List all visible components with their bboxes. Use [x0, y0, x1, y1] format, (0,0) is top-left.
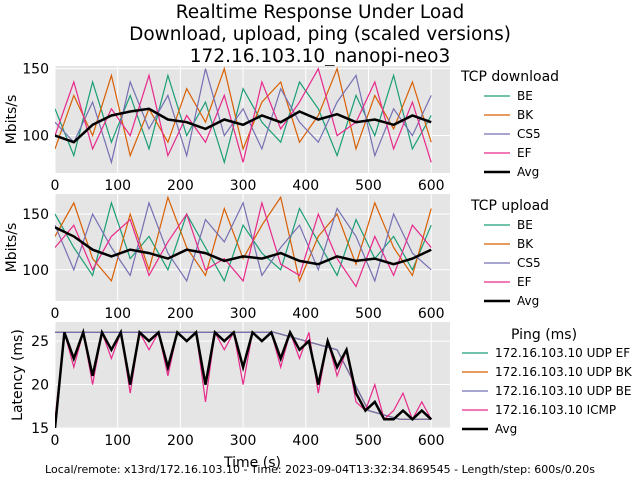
panel-2-legend-title: TCP upload	[470, 198, 549, 214]
panel-3-series-3-line	[55, 330, 432, 421]
panel-3-ytick-label-1: 20	[31, 378, 49, 394]
panel-1-ylabel: Mbits/s	[4, 95, 20, 145]
panel-2-series-1-line	[55, 195, 432, 283]
panel-2-series-4-line	[55, 226, 432, 266]
panel-1-series-0-line	[55, 73, 432, 165]
panel-2-legend-label-2: CS5	[517, 256, 541, 270]
panel-1-xtick-label-4: 400	[292, 178, 319, 194]
panel-3-background	[55, 322, 450, 428]
panel-3-series-2-line	[55, 331, 432, 420]
panel-1-xtick-label-1: 100	[104, 178, 131, 194]
panel-3-legend-label-0: 172.16.103.10 UDP EF	[495, 346, 630, 360]
panel-2-legend-label-0: BE	[517, 218, 533, 232]
panel-3-legend-label-4: Avg	[495, 422, 517, 436]
panel-1-series-1-line	[55, 66, 432, 158]
panel-3-legend-label-2: 172.16.103.10 UDP BE	[495, 384, 632, 398]
panel-2-xtick-label-5: 500	[355, 306, 382, 322]
panel-3-xlabel: Time (s)	[223, 455, 281, 471]
panel-3-xtick-label-2: 200	[167, 433, 194, 449]
panel-3-xtick-label-6: 600	[418, 433, 445, 449]
panel-3-xtick-label-4: 400	[292, 433, 319, 449]
panel-1-legend-label-4: Avg	[517, 165, 539, 179]
panel-2-legend-label-1: BK	[517, 237, 534, 251]
panel-1-series-3-line	[55, 67, 432, 163]
panel-2-xtick-label-4: 400	[292, 306, 319, 322]
panel-2-ytick-label-0: 100	[22, 263, 49, 279]
panel-2-ytick-label-1: 150	[22, 207, 49, 223]
panel-2-series-3-line	[55, 200, 432, 288]
panel-3-ylabel: Latency (ms)	[10, 329, 26, 421]
chart-title-line-2: Download, upload, ping (scaled versions)	[129, 24, 511, 45]
panel-1-legend-label-2: CS5	[517, 127, 541, 141]
panel-1-xtick-label-5: 500	[355, 178, 382, 194]
panel-3-legend-label-3: 172.16.103.10 ICMP	[495, 403, 616, 417]
panel-2-xtick-label-3: 300	[230, 306, 257, 322]
panel-1-series-2-line	[55, 68, 432, 165]
panel-2-series-0-line	[55, 200, 432, 283]
panel-2-legend-label-3: EF	[517, 275, 532, 289]
panel-1-xtick-label-2: 200	[167, 178, 194, 194]
panel-1-legend-title: TCP download	[460, 69, 559, 85]
panel-2-legend-label-4: Avg	[517, 294, 539, 308]
panel-1-legend-label-3: EF	[517, 146, 532, 160]
footer-text: Local/remote: x13rd/172.16.103.10 - Time…	[45, 463, 595, 476]
panel-2-xtick-label-1: 100	[104, 306, 131, 322]
panel-3-series-4-line	[55, 327, 433, 428]
panel-1-legend-label-0: BE	[517, 89, 533, 103]
panel-1-xtick-label-3: 300	[230, 178, 257, 194]
panel-2-xtick-label-2: 200	[167, 306, 194, 322]
panel-2-series-2-line	[55, 200, 432, 283]
chart-title-line-1: Realtime Response Under Load	[175, 2, 465, 23]
panel-1-xtick-label-6: 600	[418, 178, 445, 194]
chart-title-line-3: 172.16.103.10_nanopi-neo3	[189, 46, 451, 67]
panel-2-xtick-label-0: 0	[51, 306, 60, 322]
panel-3-legend-title: Ping (ms)	[511, 327, 577, 343]
panel-1-ytick-label-1: 150	[22, 62, 49, 78]
panel-1-ytick-label-0: 100	[22, 129, 49, 145]
panel-3-xtick-label-3: 300	[230, 433, 257, 449]
panel-2-ylabel: Mbits/s	[4, 223, 20, 273]
panel-3-legend-label-1: 172.16.103.10 UDP BK	[495, 365, 633, 379]
panel-3-ytick-label-0: 15	[31, 421, 49, 437]
panel-1-xtick-label-0: 0	[51, 178, 60, 194]
panel-3-xtick-label-5: 500	[355, 433, 382, 449]
panel-3-ytick-label-2: 25	[31, 334, 49, 350]
panel-1-legend-label-1: BK	[517, 108, 534, 122]
panel-3-xtick-label-1: 100	[104, 433, 131, 449]
panel-3-xtick-label-0: 0	[51, 433, 60, 449]
panel-2-xtick-label-6: 600	[418, 306, 445, 322]
panel-1-series-4-line	[55, 107, 432, 144]
